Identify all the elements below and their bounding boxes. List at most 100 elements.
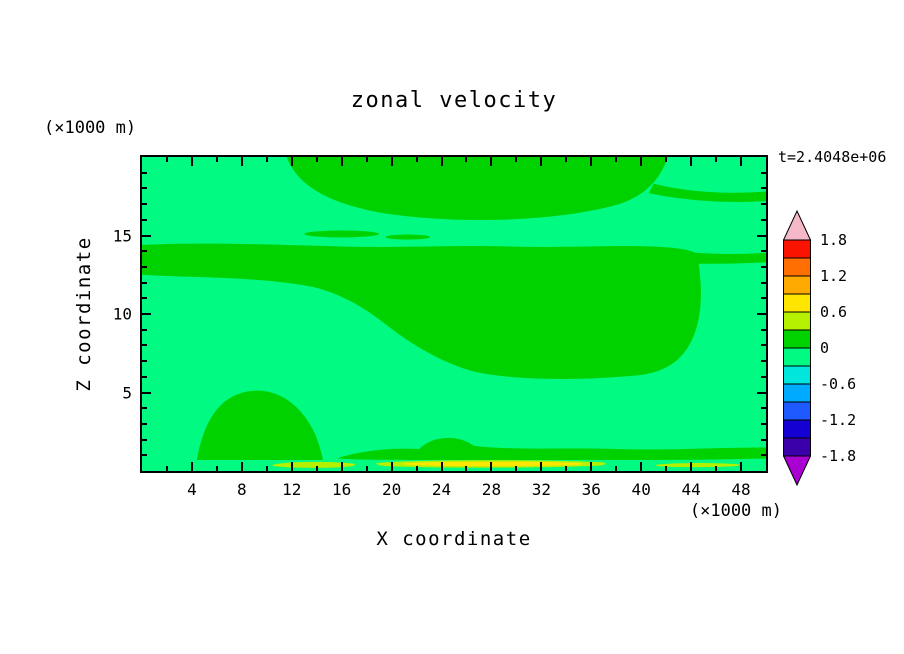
- time-label: t=2.4048e+06: [778, 148, 887, 166]
- colorbar-segment: [783, 437, 811, 457]
- colorbar-segment: [783, 293, 811, 313]
- z-tick-label: 10: [112, 304, 132, 324]
- x-tick-label: 8: [237, 480, 247, 499]
- tick-mark: [665, 466, 668, 471]
- tick-mark: [761, 344, 766, 347]
- colorbar-gradient: [782, 209, 812, 487]
- colorbar-label: 1.2: [820, 267, 848, 285]
- x-tick-label: 12: [282, 480, 302, 499]
- tick-mark: [440, 157, 443, 166]
- tick-mark: [590, 157, 593, 166]
- field-region-mid: [142, 243, 766, 379]
- x-axis-unit: (×1000 m): [689, 501, 782, 521]
- tick-mark: [265, 466, 268, 471]
- tick-mark: [142, 391, 151, 394]
- field-filament-2: [385, 234, 431, 240]
- tick-mark: [190, 462, 193, 471]
- colorbar-label: 0.6: [820, 303, 848, 321]
- tick-mark: [761, 281, 766, 284]
- tick-mark: [761, 218, 766, 221]
- tick-mark: [490, 157, 493, 166]
- tick-mark: [565, 466, 568, 471]
- tick-mark: [315, 466, 318, 471]
- x-tick-label: 16: [332, 480, 352, 499]
- tick-mark: [240, 462, 243, 471]
- tick-mark: [190, 157, 193, 166]
- colorbar-segment: [783, 311, 811, 331]
- tick-mark: [757, 234, 766, 237]
- tick-mark: [142, 218, 147, 221]
- tick-mark: [761, 375, 766, 378]
- tick-mark: [142, 203, 147, 206]
- tick-mark: [490, 462, 493, 471]
- field-region-lower-left-hill: [196, 390, 323, 461]
- x-tick-label: 4: [187, 480, 197, 499]
- tick-mark: [290, 157, 293, 166]
- tick-mark: [761, 171, 766, 174]
- chart-title: zonal velocity: [350, 88, 558, 113]
- tick-mark: [142, 407, 147, 410]
- x-tick-label: 48: [731, 480, 751, 499]
- tick-mark: [365, 466, 368, 471]
- tick-mark: [142, 297, 147, 300]
- tick-mark: [615, 157, 618, 162]
- tick-mark: [340, 462, 343, 471]
- colorbar-label: -1.8: [820, 447, 857, 465]
- tick-mark: [761, 297, 766, 300]
- colorbar-segment: [783, 401, 811, 421]
- field-region-surface-band: [336, 437, 766, 461]
- tick-mark: [315, 157, 318, 162]
- x-tick-labels: 4 8 12 16 20 24 28 32 36 40 44 48: [142, 480, 766, 502]
- tick-mark: [757, 391, 766, 394]
- tick-mark: [640, 157, 643, 166]
- tick-mark: [265, 157, 268, 162]
- tick-mark: [215, 157, 218, 162]
- tick-mark: [142, 422, 147, 425]
- tick-mark: [142, 234, 151, 237]
- colorbar-segment: [783, 275, 811, 295]
- tick-mark: [757, 313, 766, 315]
- tick-mark: [290, 462, 293, 471]
- tick-mark: [142, 265, 147, 268]
- tick-mark: [761, 250, 766, 253]
- tick-mark: [540, 157, 543, 166]
- tick-mark: [690, 462, 693, 471]
- colorbar-segment: [783, 257, 811, 277]
- x-tick-label: 20: [381, 480, 402, 499]
- tick-mark: [142, 250, 147, 253]
- colorbar-segment: [783, 383, 811, 403]
- tick-mark: [142, 281, 147, 284]
- colorbar-label: 1.8: [820, 231, 848, 249]
- tick-mark: [390, 157, 393, 166]
- tick-mark: [761, 187, 766, 190]
- contour-field: [142, 157, 766, 471]
- tick-mark: [665, 157, 668, 162]
- x-axis-title: X coordinate: [376, 528, 532, 550]
- tick-mark: [515, 466, 518, 471]
- tick-mark: [515, 157, 518, 162]
- field-region-upper-tongue: [648, 183, 766, 202]
- tick-mark: [142, 360, 147, 363]
- field-streak-1: [272, 461, 356, 468]
- tick-mark: [761, 328, 766, 331]
- field-filament-1: [304, 230, 380, 238]
- field-streak-3: [655, 463, 740, 468]
- tick-mark: [165, 466, 168, 471]
- colorbar-segment: [783, 419, 811, 439]
- colorbar-under-arrow: [782, 455, 812, 487]
- tick-mark: [142, 328, 147, 331]
- colorbar-segment: [783, 365, 811, 385]
- tick-mark: [690, 157, 693, 166]
- tick-mark: [761, 438, 766, 441]
- tick-mark: [165, 157, 168, 162]
- plot-area: [140, 155, 768, 473]
- x-tick-label: 44: [681, 480, 701, 499]
- tick-mark: [465, 157, 468, 162]
- x-tick-label: 28: [481, 480, 502, 499]
- colorbar-over-arrow: [782, 209, 812, 241]
- tick-mark: [761, 203, 766, 206]
- y-axis-unit: (×1000 m): [44, 118, 137, 138]
- tick-mark: [761, 422, 766, 425]
- tick-mark: [142, 375, 147, 378]
